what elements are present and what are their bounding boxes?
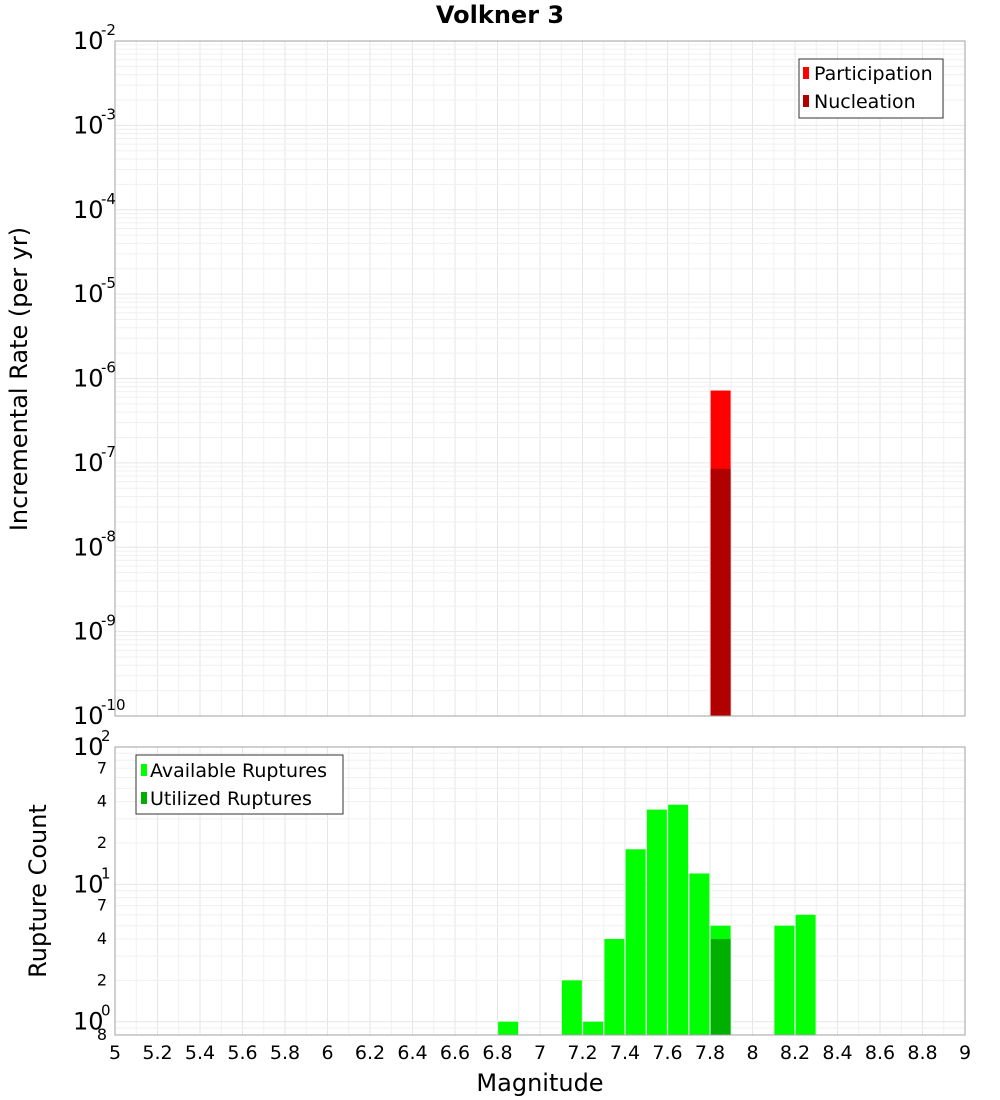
- participation-legend-label: Participation: [814, 63, 933, 85]
- nucleation-legend-swatch: [803, 95, 809, 107]
- top-y-tick-base: 10: [73, 196, 104, 224]
- available-ruptures-bar: [604, 939, 625, 1035]
- utilized-ruptures-bar: [710, 939, 731, 1035]
- x-tick-label: 9: [959, 1042, 971, 1064]
- top-y-tick-label: 10-10: [73, 696, 126, 730]
- top-y-tick-exponent: -8: [101, 527, 116, 545]
- x-tick-label: 8.4: [822, 1042, 852, 1064]
- top-y-tick-label: 10-3: [73, 105, 116, 139]
- top-y-tick-label: 10-8: [73, 527, 116, 561]
- x-tick-label: 6: [321, 1042, 333, 1064]
- top-y-tick-exponent: -5: [101, 274, 116, 292]
- x-tick-label: 7.2: [567, 1042, 597, 1064]
- top-y-tick-label: 10-5: [73, 274, 116, 308]
- available-ruptures-bar: [498, 1021, 519, 1035]
- x-tick-label: 5.8: [270, 1042, 300, 1064]
- utilized-legend-label: Utilized Ruptures: [150, 788, 312, 810]
- top-y-tick-exponent: -2: [101, 21, 116, 39]
- top-y-tick-label: 10-7: [73, 443, 116, 477]
- available-ruptures-bar: [625, 849, 646, 1035]
- bottom-y-tick-exponent: 1: [101, 864, 111, 882]
- available-ruptures-bar: [668, 804, 689, 1035]
- bottom-y-major-tick-label: 100: [73, 1002, 111, 1036]
- top-y-tick-exponent: -10: [101, 696, 126, 714]
- top-plot-area: 10-210-310-410-510-610-710-810-910-10 Pa…: [73, 21, 966, 730]
- available-ruptures-bar: [561, 980, 582, 1035]
- top-y-tick-base: 10: [73, 533, 104, 561]
- top-y-tick-base: 10: [73, 449, 104, 477]
- x-tick-label: 7.4: [610, 1042, 640, 1064]
- top-y-tick-base: 10: [73, 618, 104, 646]
- available-ruptures-bar: [795, 914, 816, 1035]
- bottom-y-axis-label: Rupture Count: [24, 804, 52, 978]
- available-ruptures-bar: [583, 1021, 604, 1035]
- bottom-y-minor-tick-label: 7: [97, 896, 107, 915]
- bottom-y-tick-base: 10: [73, 1008, 104, 1036]
- x-tick-label: 8.8: [907, 1042, 937, 1064]
- x-tick-label: 5.4: [185, 1042, 215, 1064]
- x-tick-label: 6.4: [397, 1042, 427, 1064]
- x-tick-label: 8.6: [865, 1042, 895, 1064]
- bottom-y-tick-base: 10: [73, 733, 104, 761]
- top-legend: Participation Nucleation: [798, 58, 944, 119]
- top-y-tick-label: 10-2: [73, 21, 116, 55]
- x-tick-label: 6.2: [355, 1042, 385, 1064]
- bottom-plot-frame: [114, 746, 966, 1036]
- x-tick-label: 5.6: [227, 1042, 257, 1064]
- top-y-tick-exponent: -6: [101, 359, 116, 377]
- bottom-y-minor-tick-label: 2: [97, 833, 107, 852]
- top-y-tick-label: 10-4: [73, 190, 116, 224]
- bottom-y-minor-tick-label: 4: [97, 792, 107, 811]
- available-legend-swatch: [141, 764, 147, 776]
- top-y-tick-base: 10: [73, 280, 104, 308]
- bottom-y-minor-tick-label: 8: [97, 1025, 107, 1044]
- nucleation-bar: [710, 468, 731, 716]
- x-tick-label: 5: [109, 1042, 121, 1064]
- bottom-y-minor-tick-label: 2: [97, 970, 107, 989]
- x-tick-label: 6.8: [482, 1042, 512, 1064]
- available-legend-label: Available Ruptures: [150, 760, 327, 782]
- top-y-tick-label: 10-6: [73, 359, 116, 393]
- top-plot-frame: [114, 40, 966, 717]
- top-y-tick-base: 10: [73, 365, 104, 393]
- top-y-tick-label: 10-9: [73, 612, 116, 646]
- participation-legend-swatch: [803, 67, 809, 79]
- bottom-y-minor-tick-label: 7: [97, 758, 107, 777]
- x-tick-label: 6.6: [440, 1042, 470, 1064]
- top-y-tick-exponent: -3: [101, 105, 116, 123]
- top-y-tick-base: 10: [73, 702, 104, 730]
- bottom-y-major-tick-label: 102: [73, 727, 111, 761]
- available-ruptures-bar: [774, 925, 795, 1035]
- available-ruptures-bar: [646, 809, 667, 1035]
- bottom-y-tick-exponent: 2: [101, 727, 111, 745]
- bottom-y-major-tick-label: 101: [73, 864, 111, 898]
- top-y-axis-label: Incremental Rate (per yr): [5, 227, 33, 531]
- top-legend-box: [798, 58, 944, 119]
- x-axis-label: Magnitude: [476, 1069, 603, 1097]
- available-ruptures-bar: [689, 873, 710, 1035]
- bottom-y-minor-tick-label: 4: [97, 929, 107, 948]
- bottom-legend-box: [135, 754, 344, 815]
- utilized-legend-swatch: [141, 792, 147, 804]
- top-y-tick-exponent: -4: [101, 190, 116, 208]
- x-tick-label: 8.2: [780, 1042, 810, 1064]
- x-tick-label: 8: [746, 1042, 758, 1064]
- x-tick-label: 5.2: [142, 1042, 172, 1064]
- x-tick-label: 7.6: [652, 1042, 682, 1064]
- nucleation-legend-label: Nucleation: [814, 91, 916, 113]
- top-y-tick-exponent: -7: [101, 443, 116, 461]
- x-tick-label: 7.8: [695, 1042, 725, 1064]
- bottom-y-tick-base: 10: [73, 870, 104, 898]
- bottom-y-tick-exponent: 0: [101, 1002, 111, 1020]
- top-y-tick-exponent: -9: [101, 612, 116, 630]
- top-y-tick-base: 10: [73, 111, 104, 139]
- x-tick-label: 7: [534, 1042, 546, 1064]
- top-y-tick-base: 10: [73, 27, 104, 55]
- chart-title: Volkner 3: [436, 1, 564, 29]
- bottom-legend: Available Ruptures Utilized Ruptures: [135, 754, 344, 815]
